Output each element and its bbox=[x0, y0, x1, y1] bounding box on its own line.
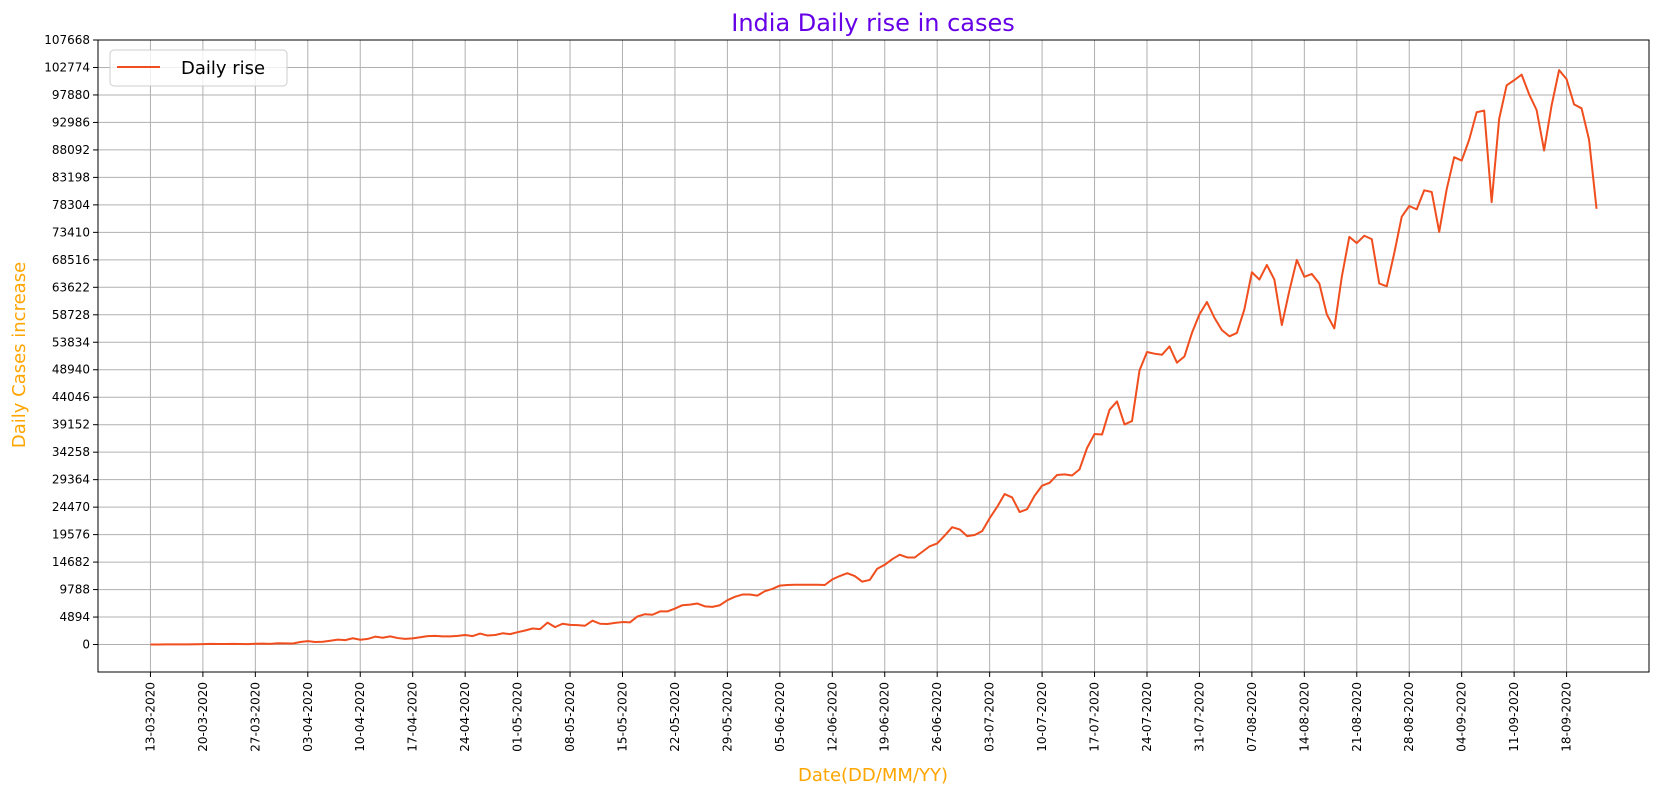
x-tick-label: 03-07-2020 bbox=[983, 682, 997, 752]
x-tick-label: 08-05-2020 bbox=[563, 682, 577, 752]
y-tick-label: 4894 bbox=[59, 610, 90, 624]
y-tick-label: 14682 bbox=[52, 555, 90, 569]
y-tick-label: 19576 bbox=[52, 528, 90, 542]
x-tick-label: 05-06-2020 bbox=[773, 682, 787, 752]
chart-title: India Daily rise in cases bbox=[731, 9, 1015, 37]
y-tick-label: 53834 bbox=[52, 335, 90, 349]
x-tick-label: 20-03-2020 bbox=[196, 682, 210, 752]
y-tick-label: 73410 bbox=[52, 225, 90, 239]
y-tick-label: 68516 bbox=[52, 253, 90, 267]
x-tick-label: 21-08-2020 bbox=[1350, 682, 1364, 752]
x-tick-label: 22-05-2020 bbox=[668, 682, 682, 752]
x-tick-label: 18-09-2020 bbox=[1560, 682, 1574, 752]
y-tick-label: 88092 bbox=[52, 143, 90, 157]
x-tick-label: 24-04-2020 bbox=[458, 682, 472, 752]
y-tick-label: 78304 bbox=[52, 198, 90, 212]
x-tick-label: 26-06-2020 bbox=[930, 682, 944, 752]
y-tick-label: 92986 bbox=[52, 115, 90, 129]
y-tick-label: 83198 bbox=[52, 170, 90, 184]
y-tick-label: 29364 bbox=[52, 473, 90, 487]
x-tick-label: 29-05-2020 bbox=[720, 682, 734, 752]
x-axis: 13-03-2020 20-03-2020 27-03-2020 03-04-2020… bbox=[143, 672, 1574, 752]
x-axis-label: Date(DD/MM/YY) bbox=[798, 765, 948, 786]
y-tick-label: 107668 bbox=[44, 33, 90, 47]
y-tick-label: 44046 bbox=[52, 390, 90, 404]
x-tick-label: 27-03-2020 bbox=[248, 682, 262, 752]
y-axis-label: Daily Cases increase bbox=[9, 262, 30, 448]
x-tick-label: 10-04-2020 bbox=[353, 682, 367, 752]
legend: Daily rise bbox=[109, 49, 288, 87]
chart-grid bbox=[98, 39, 1649, 672]
y-tick-label: 0 bbox=[82, 638, 90, 652]
x-tick-label: 17-07-2020 bbox=[1088, 682, 1102, 752]
x-tick-label: 15-05-2020 bbox=[615, 682, 629, 752]
y-tick-label: 34258 bbox=[52, 445, 90, 459]
x-tick-label: 19-06-2020 bbox=[878, 682, 892, 752]
y-tick-label: 102774 bbox=[44, 60, 90, 74]
x-tick-label: 12-06-2020 bbox=[825, 682, 839, 752]
x-tick-label: 17-04-2020 bbox=[406, 682, 420, 752]
y-tick-label: 58728 bbox=[52, 308, 90, 322]
y-axis: 0 4894 9788 14682 19576 24470 29364 34258 39152 4… bbox=[44, 33, 98, 652]
series-line-daily-rise bbox=[150, 69, 1598, 646]
x-tick-label: 01-05-2020 bbox=[511, 682, 525, 752]
legend-label-daily-rise: Daily rise bbox=[181, 58, 265, 79]
x-tick-label: 03-04-2020 bbox=[301, 682, 315, 752]
y-tick-label: 24470 bbox=[52, 500, 90, 514]
x-tick-label: 07-08-2020 bbox=[1245, 682, 1259, 752]
legend-box bbox=[109, 49, 288, 87]
y-tick-label: 39152 bbox=[52, 418, 90, 432]
y-tick-label: 48940 bbox=[52, 363, 90, 377]
x-tick-label: 28-08-2020 bbox=[1402, 682, 1416, 752]
x-tick-label: 24-07-2020 bbox=[1140, 682, 1154, 752]
y-tick-label: 63622 bbox=[52, 280, 90, 294]
x-tick-label: 10-07-2020 bbox=[1035, 682, 1049, 752]
y-tick-label: 97880 bbox=[52, 88, 90, 102]
x-tick-label: 13-03-2020 bbox=[143, 682, 157, 752]
x-tick-label: 31-07-2020 bbox=[1192, 682, 1206, 752]
y-tick-label: 9788 bbox=[59, 583, 90, 597]
plot-frame bbox=[97, 39, 1650, 673]
x-tick-label: 11-09-2020 bbox=[1507, 682, 1521, 752]
x-tick-label: 04-09-2020 bbox=[1455, 682, 1469, 752]
x-tick-label: 14-08-2020 bbox=[1297, 682, 1311, 752]
